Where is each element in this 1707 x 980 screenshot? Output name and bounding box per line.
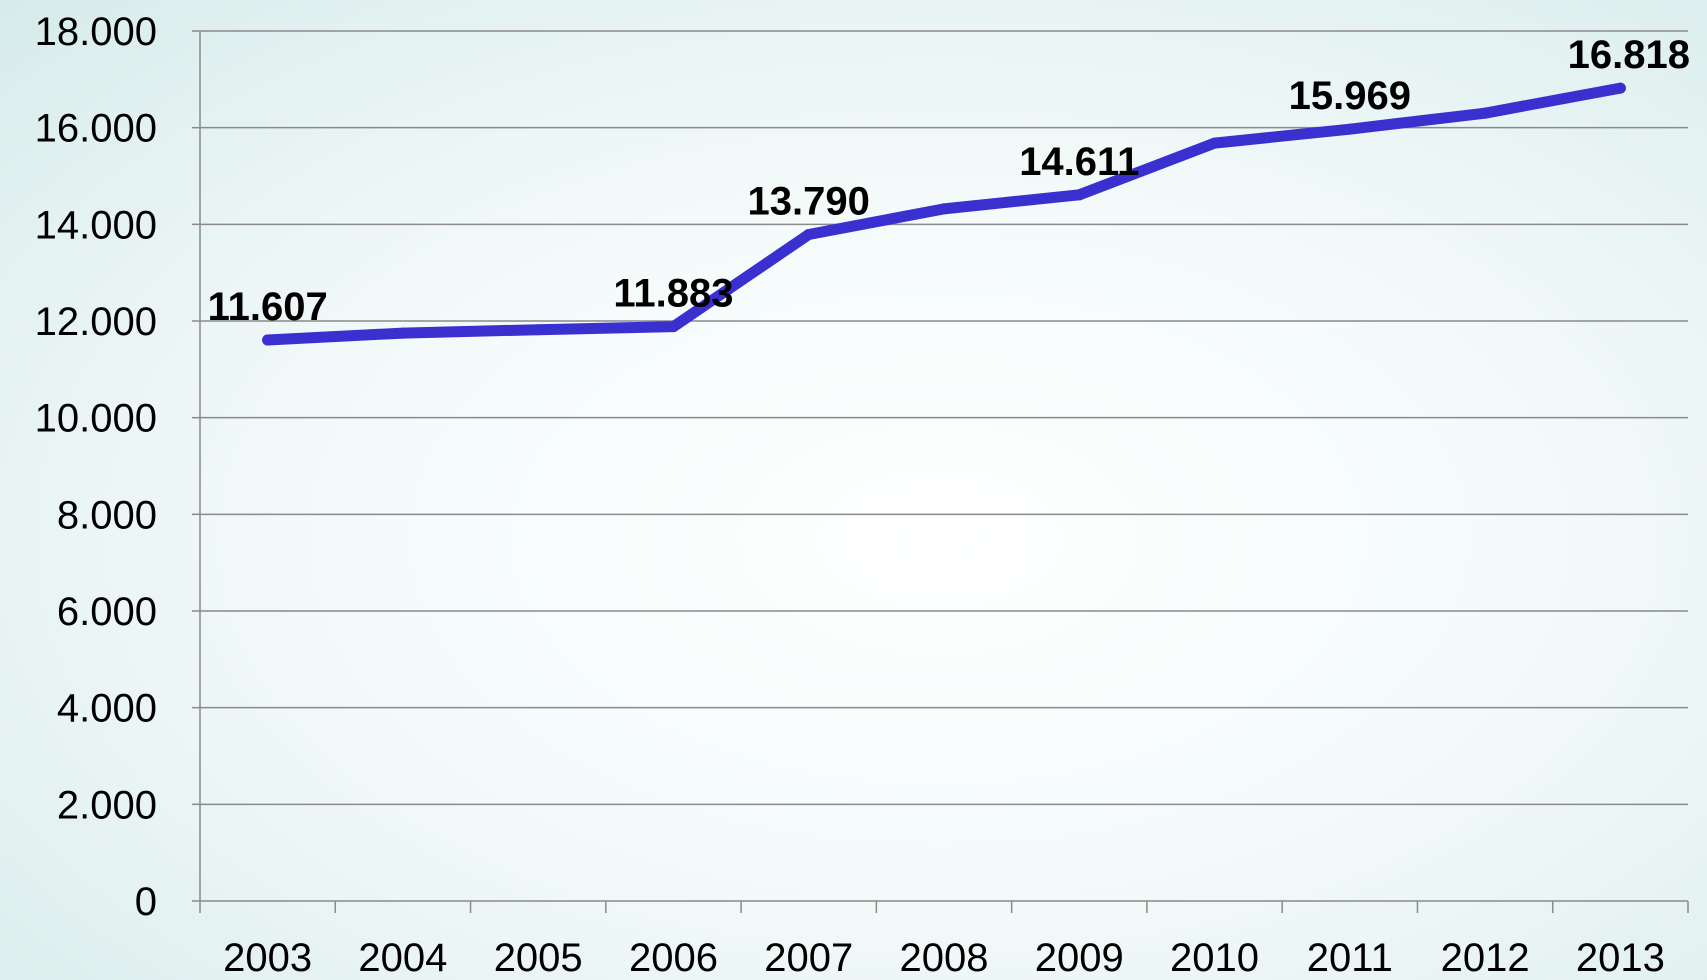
data-point <box>1073 189 1085 201</box>
y-tick-labels: 0 2.000 4.000 6.000 8.000 10.000 12.000 14.000 1… <box>35 10 157 924</box>
data-point <box>1209 137 1221 149</box>
data-label: 15.969 <box>1289 74 1411 118</box>
data-label: 16.818 <box>1568 33 1690 77</box>
axes <box>192 30 1688 902</box>
data-point <box>667 321 679 333</box>
x-tick-label: 2013 <box>1576 936 1665 980</box>
data-point <box>1479 107 1491 119</box>
data-point <box>1344 123 1356 135</box>
x-tick-labels: 2003 2004 2005 2006 2007 2008 2009 2010 2011 2012… <box>223 936 1665 980</box>
x-tick-label: 2008 <box>900 936 989 980</box>
data-label: 14.611 <box>1019 140 1139 184</box>
x-tick-label: 2003 <box>223 936 312 980</box>
data-label: 13.790 <box>748 179 870 223</box>
y-tick-label: 8.000 <box>57 493 157 537</box>
data-point <box>803 228 815 240</box>
y-tick-label: 2.000 <box>57 783 157 827</box>
x-ticks <box>199 901 1689 913</box>
y-tick-label: 4.000 <box>57 687 157 731</box>
y-tick-label: 14.000 <box>35 203 157 247</box>
x-tick-label: 2010 <box>1170 936 1259 980</box>
y-tick-label: 0 <box>135 880 157 924</box>
gridlines <box>200 30 1688 806</box>
x-tick-label: 2004 <box>358 936 447 980</box>
data-labels: 11.607 11.883 13.790 14.611 15.969 16.818 <box>208 33 1690 329</box>
x-tick-label: 2005 <box>494 936 583 980</box>
data-point <box>532 324 544 336</box>
x-tick-label: 2012 <box>1441 936 1530 980</box>
data-point <box>938 203 950 215</box>
y-tick-label: 6.000 <box>57 590 157 634</box>
y-tick-label: 18.000 <box>35 10 157 54</box>
y-tick-label: 12.000 <box>35 300 157 344</box>
x-tick-label: 2007 <box>764 936 853 980</box>
data-point <box>397 327 409 339</box>
x-tick-label: 2006 <box>629 936 718 980</box>
x-tick-label: 2009 <box>1035 936 1124 980</box>
x-tick-label: 2011 <box>1307 936 1393 980</box>
y-tick-label: 16.000 <box>35 107 157 151</box>
y-tick-label: 10.000 <box>35 397 157 441</box>
series-line-group <box>262 82 1626 346</box>
data-label: 11.883 <box>613 272 733 316</box>
data-label: 11.607 <box>208 285 328 329</box>
data-point <box>1614 82 1626 94</box>
data-point <box>262 334 274 346</box>
